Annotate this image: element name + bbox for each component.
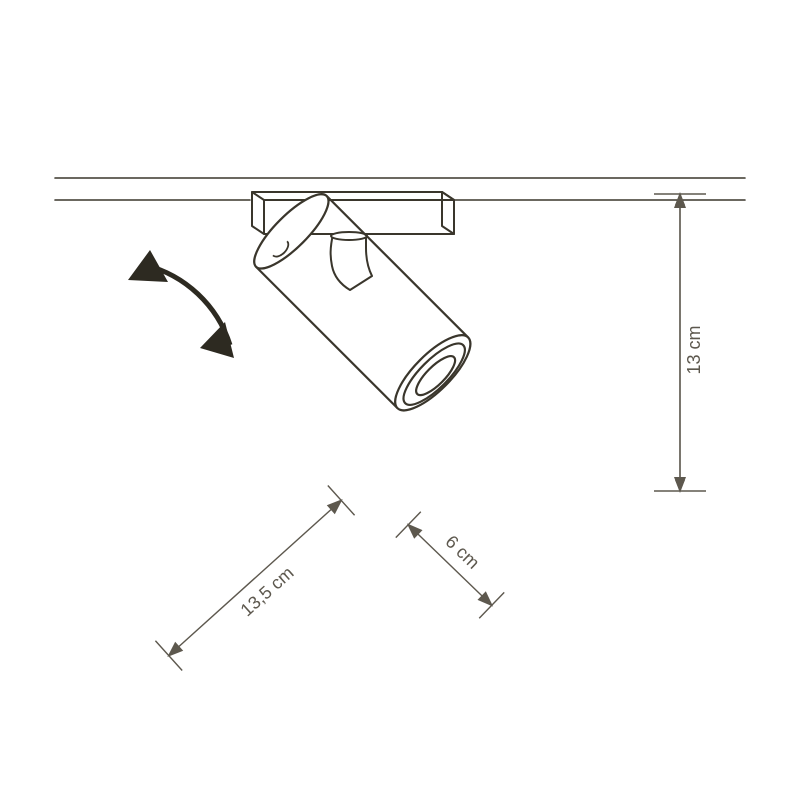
dimension-diameter: 6 cm bbox=[394, 503, 512, 619]
diagram-svg: 13 cm 13,5 cm 6 cm bbox=[0, 0, 800, 800]
dimension-height-label: 13 cm bbox=[684, 325, 704, 374]
diagram-canvas: 13 cm 13,5 cm 6 cm bbox=[0, 0, 800, 800]
lamp-stem bbox=[331, 232, 372, 290]
rotation-arrow bbox=[128, 250, 234, 358]
dimension-height-redraw: 13 cm bbox=[654, 192, 706, 493]
dimension-diameter-label: 6 cm bbox=[442, 531, 484, 572]
dimension-length: 13,5 cm bbox=[154, 484, 362, 678]
dimension-length-label: 13,5 cm bbox=[237, 563, 298, 621]
